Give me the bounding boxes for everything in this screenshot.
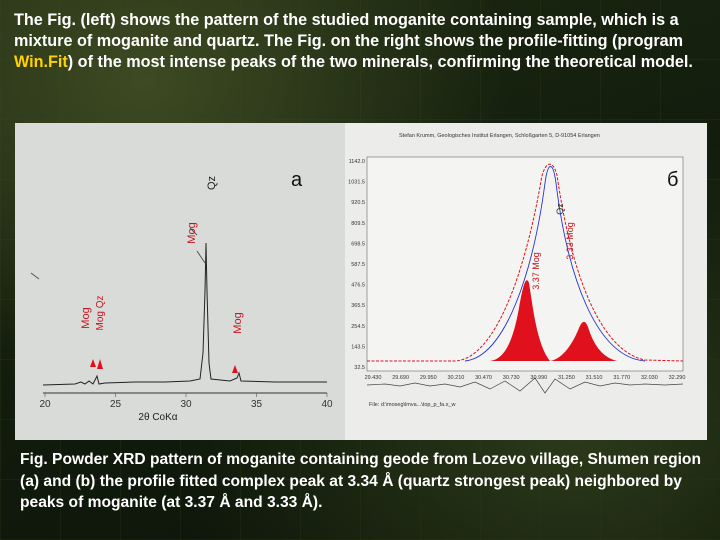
measured-profile: [367, 163, 684, 362]
x-tick-label: 35: [251, 399, 263, 410]
plot-header: Stefan Krumm, Geologisches Institut Erla…: [399, 133, 600, 139]
peak-label-qz: Qz: [555, 203, 565, 215]
x-axis-ticks: 20 25 30 35 40: [39, 393, 333, 410]
y-tick-label: 32.5: [354, 365, 365, 371]
x-tick-label: 30.730: [503, 375, 520, 381]
y-tick-label: 698.5: [351, 241, 365, 247]
x-tick-label: 31.510: [586, 375, 603, 381]
x-axis-label: 2θ CoKα: [138, 412, 177, 423]
panel-label-b: б: [667, 169, 679, 191]
peak-marker: [90, 359, 96, 367]
fit-curve-qz: [464, 166, 646, 362]
y-tick-label: 920.5: [351, 200, 365, 206]
y-tick-label: 143.5: [351, 344, 365, 350]
residual-curve: [366, 377, 684, 394]
y-tick-label: 587.5: [351, 262, 365, 268]
x-tick-label: 29.430: [365, 375, 382, 381]
peak-label-mog: Mog: [232, 312, 244, 333]
y-tick-label: 809.5: [351, 221, 365, 227]
x-tick-label: 31.770: [613, 375, 630, 381]
peak-arrow: [196, 250, 206, 264]
peak-label-mog-333: 3.33 Mog: [565, 222, 575, 260]
xrd-pattern-plot: Qz Mog Mog Mog Mog Qz 20 25 30 35 40 2θ CoKα: [15, 123, 345, 440]
intro-text-part2: ) of the most intense peaks of the two m…: [67, 53, 693, 71]
figure-caption: Fig. Powder XRD pattern of moganite cont…: [20, 451, 701, 511]
panel-label-a: a: [291, 169, 303, 191]
x-tick-label: 29.950: [420, 375, 437, 381]
x-tick-label: 30.990: [530, 375, 547, 381]
y-tick-label: 254.5: [351, 324, 365, 330]
peak-arrow: [189, 227, 198, 236]
peak-label-mog-337: 3.37 Mog: [531, 252, 541, 290]
intro-paragraph: The Fig. (left) shows the pattern of the…: [14, 10, 710, 73]
intro-text-part1: The Fig. (left) shows the pattern of the…: [14, 11, 684, 50]
x-tick-label: 32.030: [641, 375, 658, 381]
y-tick-label: 365.5: [351, 303, 365, 309]
x-tick-label: 40: [321, 399, 333, 410]
peak-label-mog: Mog: [186, 222, 198, 243]
x-axis-ticks: 29.430 29.690 29.950 30.210 30.470 30.730 30.9…: [365, 375, 686, 381]
y-tick-label: 1142.0: [349, 159, 365, 165]
xrd-pattern-trace: [42, 242, 327, 386]
peak-marker: [232, 365, 238, 373]
x-tick-label: 25: [110, 399, 122, 410]
profile-fit-plot: Stefan Krumm, Geologisches Institut Erla…: [345, 123, 707, 440]
x-tick-label: 30: [180, 399, 192, 410]
x-tick-label: 30.210: [447, 375, 464, 381]
x-tick-label: 20: [39, 399, 51, 410]
plot-footer: File: d:\moseg\lmva...\top_p_fa.x_w: [369, 402, 456, 408]
x-tick-label: 32.290: [669, 375, 686, 381]
peak-label-mog-qz: Mog Qz: [95, 295, 106, 330]
fit-peak-mog-333: [550, 321, 617, 361]
y-axis-ticks: 1142.0 1031.5 920.5 809.5 698.5 587.5 476.5 365…: [348, 159, 365, 371]
profile-fit-panel: Stefan Krumm, Geologisches Institut Erla…: [345, 123, 707, 440]
y-tick-label: 476.5: [351, 283, 365, 289]
x-tick-label: 29.690: [392, 375, 409, 381]
xrd-figure: Qz Mog Mog Mog Mog Qz 20 25 30 35 40 2θ CoKα…: [15, 123, 707, 440]
x-tick-label: 31.250: [558, 375, 575, 381]
peak-marker: [97, 359, 103, 369]
peak-label-qz: Qz: [206, 176, 218, 190]
x-tick-label: 30.470: [475, 375, 492, 381]
y-tick-label: 1031.5: [348, 180, 365, 186]
program-name-highlight: Win.Fit: [14, 53, 68, 71]
peak-label-mog: Mog: [80, 307, 92, 328]
peak-arrow: [30, 272, 40, 280]
xrd-pattern-panel: Qz Mog Mog Mog Mog Qz 20 25 30 35 40 2θ CoKα…: [15, 123, 345, 440]
fit-peak-mog-337: [490, 280, 550, 361]
